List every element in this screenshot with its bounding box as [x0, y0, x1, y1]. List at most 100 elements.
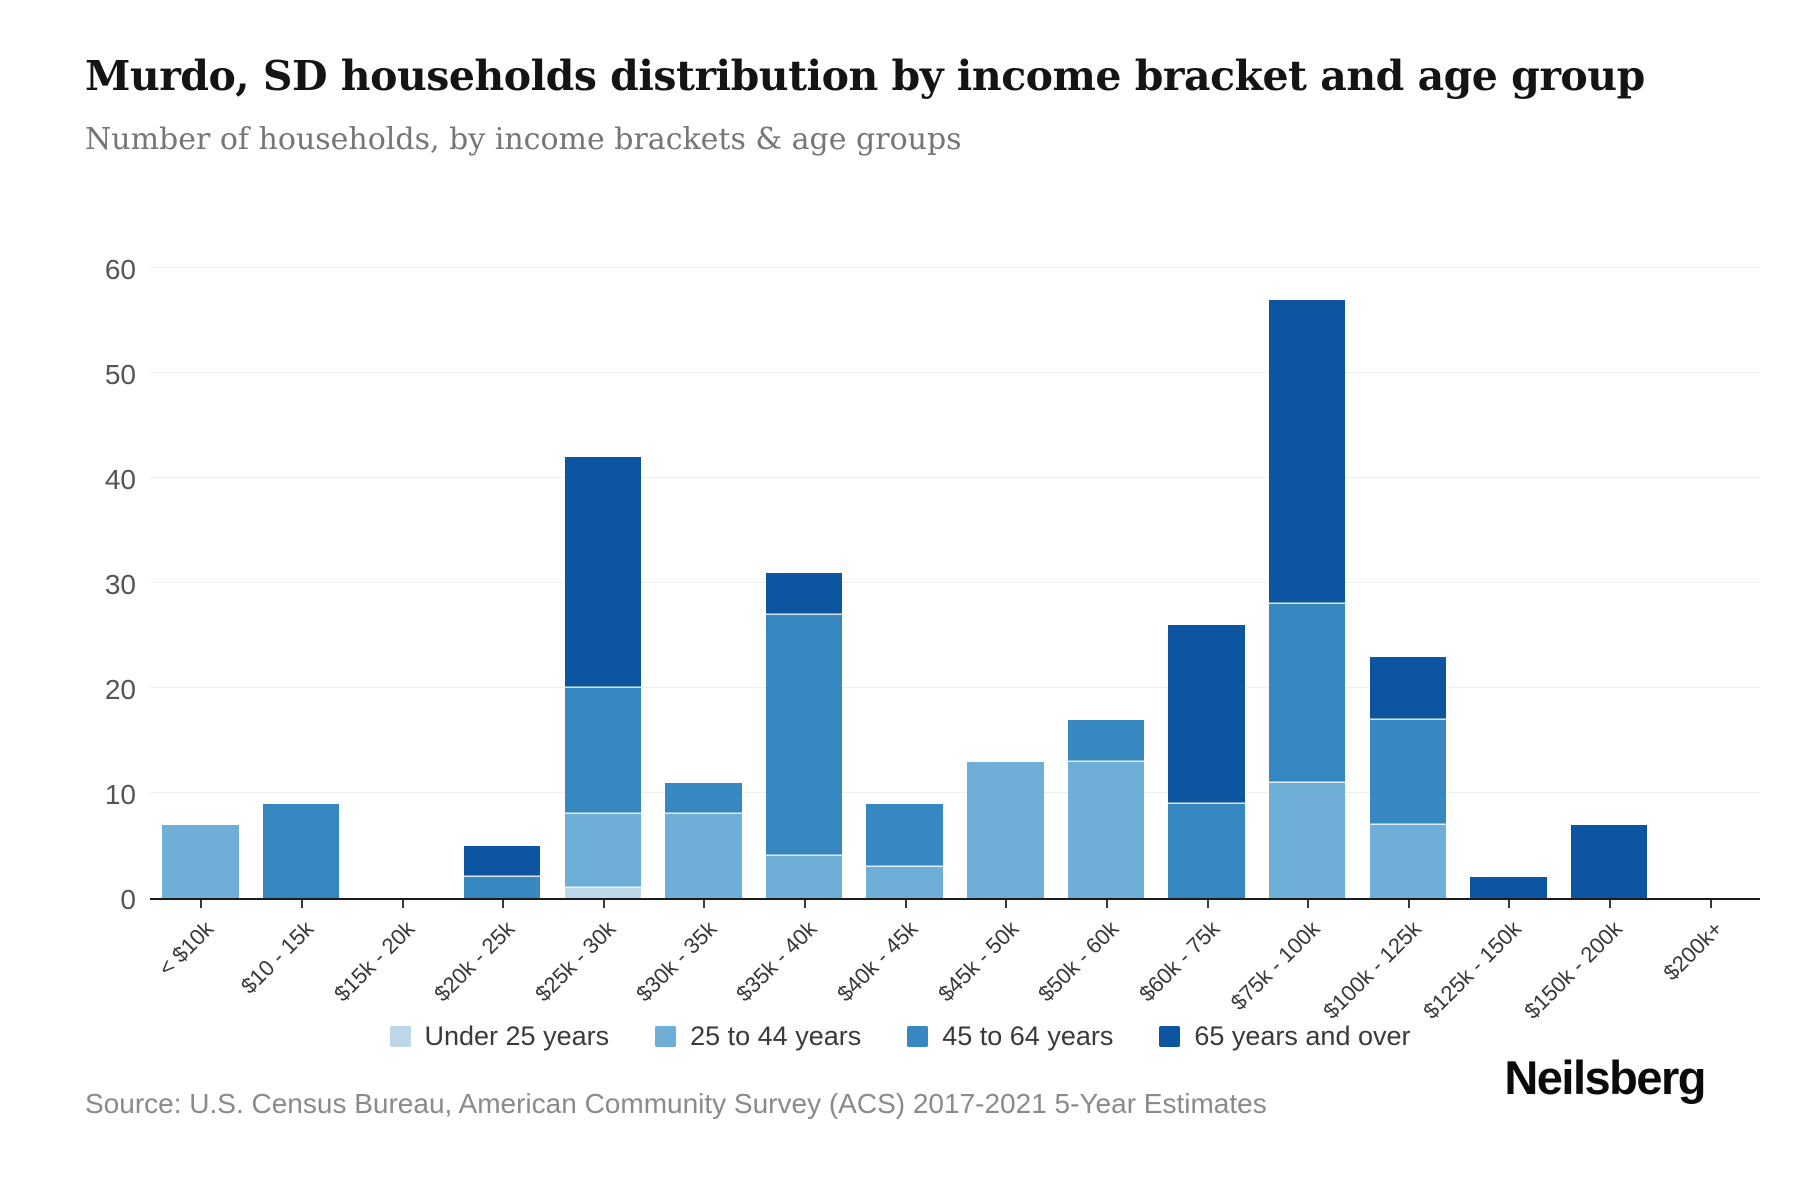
bar-segment[interactable]	[1268, 299, 1346, 604]
x-axis-tick	[1206, 900, 1209, 908]
bar-column-11	[1156, 270, 1257, 908]
bar-segment[interactable]	[1470, 877, 1547, 898]
stacked-bar	[866, 803, 943, 898]
x-label-slot: $40k - 45k	[832, 912, 955, 1022]
bar-segment[interactable]	[1369, 719, 1447, 825]
legend-swatch	[907, 1025, 929, 1047]
gridline-50	[150, 372, 1760, 373]
bar-segment[interactable]	[262, 803, 340, 898]
stacked-bar	[1470, 877, 1547, 898]
stacked-bar	[1168, 625, 1245, 898]
x-axis-tick	[1307, 900, 1310, 908]
gridline-30	[150, 582, 1760, 583]
x-axis-tick	[300, 900, 303, 908]
legend-item[interactable]: 65 years and over	[1159, 1021, 1411, 1052]
bar-segment[interactable]	[564, 457, 642, 688]
bar-column-7	[754, 270, 855, 908]
x-axis-tick	[904, 900, 907, 908]
x-axis-tick	[200, 900, 203, 908]
bar-segment[interactable]	[765, 614, 843, 856]
x-axis-tick	[1709, 900, 1712, 908]
stacked-bar	[665, 782, 742, 898]
chart-subtitle: Number of households, by income brackets…	[85, 122, 962, 157]
stacked-bar	[1369, 656, 1447, 898]
bar-segment[interactable]	[564, 688, 642, 814]
bar-segment[interactable]	[1168, 625, 1245, 804]
bar-segment[interactable]	[463, 845, 541, 877]
x-label-slot: < $10k	[150, 912, 251, 1022]
bar-column-14	[1458, 270, 1559, 908]
bar-column-12	[1257, 270, 1358, 908]
bar-segment[interactable]	[665, 814, 742, 898]
bar-column-13	[1358, 270, 1459, 908]
bar-segment[interactable]	[866, 803, 943, 867]
y-axis-label-50: 50	[104, 359, 136, 390]
bar-segment[interactable]	[665, 782, 742, 814]
x-axis-tick	[1407, 900, 1410, 908]
legend-swatch	[655, 1025, 677, 1047]
bar-column-2	[251, 270, 352, 908]
bar-column-5	[553, 270, 654, 908]
bar-segment[interactable]	[1268, 782, 1346, 898]
bar-column-10	[1056, 270, 1157, 908]
bar-segment[interactable]	[564, 887, 642, 898]
y-axis-label-0: 0	[120, 884, 136, 915]
bar-segment[interactable]	[1268, 604, 1346, 783]
x-axis-tick	[703, 900, 706, 908]
plot-area: 0 10 20 30 40 50 60	[105, 256, 1760, 914]
bar-segment[interactable]	[967, 761, 1044, 898]
x-label-slot: $30k - 35k	[631, 912, 754, 1022]
stacked-bar	[967, 761, 1044, 898]
gridline-20	[150, 687, 1760, 688]
x-label-slot: $50k - 60k	[1033, 912, 1157, 1022]
bar-segment[interactable]	[1570, 824, 1648, 898]
x-axis-tick	[502, 900, 505, 908]
bar-segment[interactable]	[1067, 761, 1145, 898]
bar-segment[interactable]	[564, 814, 642, 888]
gridline-60	[150, 267, 1760, 268]
x-label-slot: $10 - 15k	[236, 912, 352, 1022]
x-label-slot: $15k - 20k	[329, 912, 452, 1022]
bar-segment[interactable]	[162, 824, 239, 898]
bar-column-1	[150, 270, 251, 908]
bar-segment[interactable]	[765, 572, 843, 615]
stacked-bar	[765, 572, 843, 898]
stacked-bar	[1570, 824, 1648, 898]
x-axis-tick	[1508, 900, 1511, 908]
bar-segment[interactable]	[1067, 719, 1145, 762]
legend-item[interactable]: 25 to 44 years	[655, 1021, 861, 1052]
stacked-bar	[1067, 719, 1145, 898]
x-axis-tick	[602, 900, 605, 908]
brand-logo: Neilsberg	[1504, 1051, 1706, 1104]
bar-column-3	[351, 270, 452, 908]
legend-label: 45 to 64 years	[942, 1020, 1114, 1051]
bar-column-16	[1659, 270, 1760, 908]
bar-column-9	[955, 270, 1056, 908]
bar-column-15	[1559, 270, 1660, 908]
x-axis-tick	[401, 900, 404, 908]
bar-segment[interactable]	[1168, 803, 1245, 898]
stacked-bar	[262, 803, 340, 898]
x-axis-label: $200k+	[1658, 916, 1728, 986]
x-label-slot: $200k+	[1658, 912, 1760, 1022]
y-axis-label-40: 40	[104, 464, 136, 495]
gridline-40	[150, 477, 1760, 478]
x-label-slot: $20k - 25k	[430, 912, 553, 1022]
legend-item[interactable]: 45 to 64 years	[907, 1021, 1113, 1052]
bar-segment[interactable]	[1369, 824, 1447, 898]
y-axis-label-30: 30	[104, 569, 136, 600]
y-axis-label-10: 10	[104, 779, 136, 810]
x-label-slot: $45k - 50k	[933, 912, 1056, 1022]
bar-segment[interactable]	[866, 866, 943, 898]
bar-segment[interactable]	[765, 856, 843, 898]
bar-segment[interactable]	[1369, 656, 1447, 720]
bar-column-4	[452, 270, 553, 908]
stacked-bar	[463, 845, 541, 898]
legend-label: 25 to 44 years	[690, 1020, 862, 1051]
gridline-10	[150, 792, 1760, 793]
x-axis-label: < $10k	[153, 916, 218, 981]
legend-item[interactable]: Under 25 years	[389, 1021, 609, 1052]
x-axis-tick	[1105, 900, 1108, 908]
bar-segment[interactable]	[463, 877, 541, 898]
